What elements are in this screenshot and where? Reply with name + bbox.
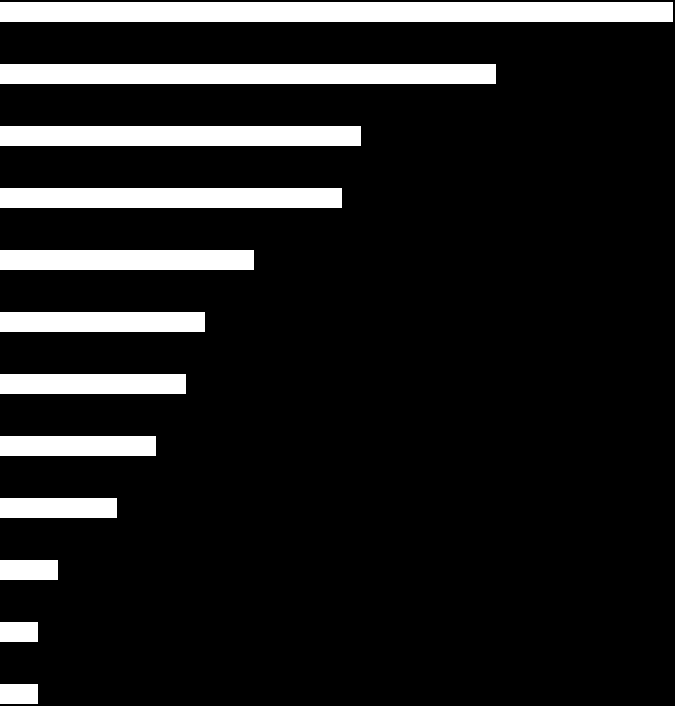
bar <box>0 188 342 208</box>
bar <box>0 684 38 704</box>
bar <box>0 498 117 518</box>
bar <box>0 250 254 270</box>
bar <box>0 312 205 332</box>
bar <box>0 560 58 580</box>
bar <box>0 2 673 22</box>
bar <box>0 64 496 84</box>
bar <box>0 126 361 146</box>
bar <box>0 436 156 456</box>
bar <box>0 622 38 642</box>
bar <box>0 374 186 394</box>
